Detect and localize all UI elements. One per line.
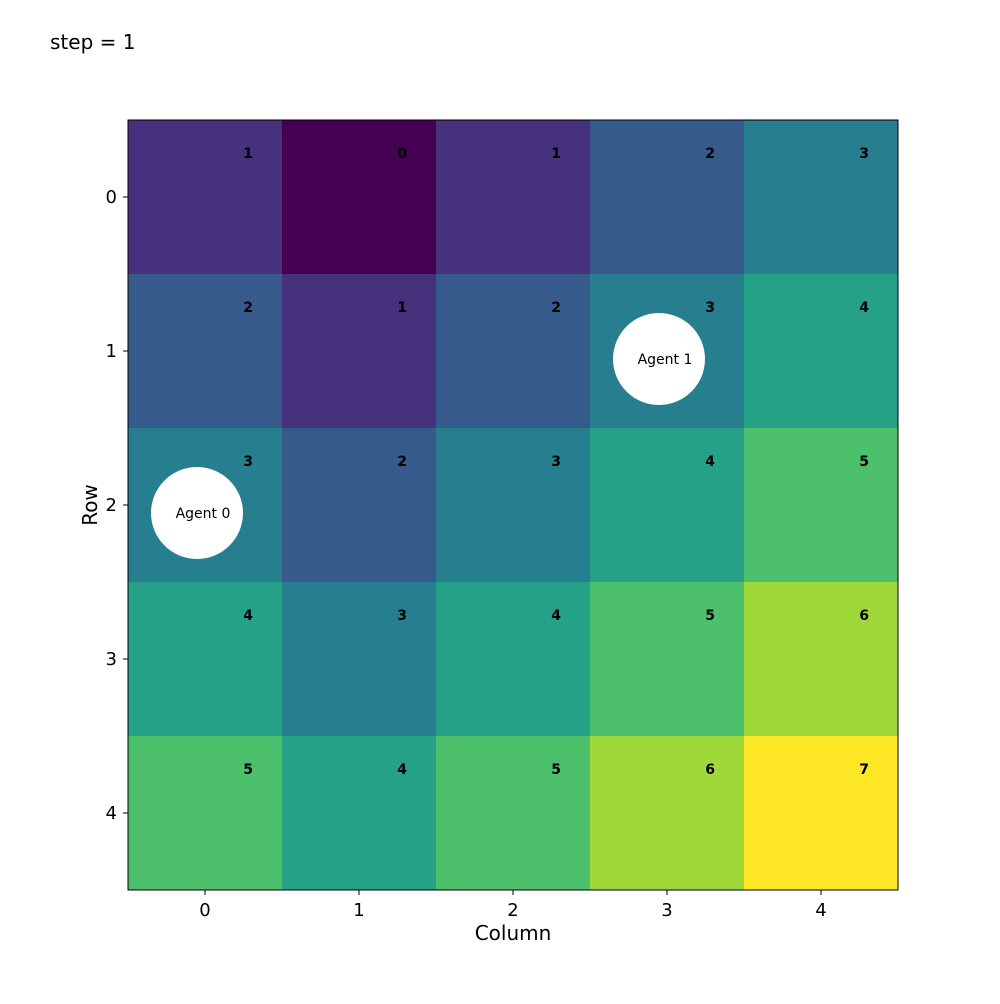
cell-value-label: 4 <box>551 608 561 624</box>
heatmap-cell <box>128 120 282 274</box>
cell-value-label: 1 <box>397 300 407 316</box>
cell-value-label: 0 <box>397 146 407 162</box>
y-tick-label: 4 <box>106 803 117 824</box>
cell-value-label: 3 <box>551 454 561 470</box>
cell-value-label: 1 <box>243 146 253 162</box>
cell-value-label: 4 <box>705 454 715 470</box>
heatmap-cell <box>590 120 744 274</box>
cell-value-labels: 1 0 1 2 3 2 1 2 3 4 3 2 3 4 5 4 3 4 5 6 5 4 5 6 7 <box>243 146 869 778</box>
cell-value-label: 3 <box>859 146 869 162</box>
cell-value-label: 7 <box>859 762 869 778</box>
y-tick-label: 2 <box>106 495 117 516</box>
heatmap-cells <box>128 120 898 890</box>
cell-value-label: 3 <box>705 300 715 316</box>
heatmap-cell <box>282 274 436 428</box>
cell-value-label: 6 <box>705 762 715 778</box>
cell-value-label: 3 <box>397 608 407 624</box>
x-axis-ticks: 0 1 2 3 4 <box>199 890 827 921</box>
x-tick-label: 4 <box>815 900 826 921</box>
y-tick-label: 3 <box>106 649 117 670</box>
heatmap-cell <box>128 582 282 736</box>
heatmap-cell <box>744 736 898 890</box>
heatmap-cell <box>436 582 590 736</box>
cell-value-label: 5 <box>551 762 561 778</box>
cell-value-label: 2 <box>551 300 561 316</box>
cell-value-label: 5 <box>243 762 253 778</box>
cell-value-label: 3 <box>243 454 253 470</box>
x-tick-label: 2 <box>507 900 518 921</box>
heatmap-cell <box>744 428 898 582</box>
y-tick-label: 1 <box>106 341 117 362</box>
cell-value-label: 4 <box>397 762 407 778</box>
heatmap-cell <box>436 274 590 428</box>
heatmap-cell <box>436 428 590 582</box>
x-tick-label: 1 <box>353 900 364 921</box>
agent-label: Agent 0 <box>176 506 231 522</box>
cell-value-label: 5 <box>859 454 869 470</box>
y-axis-label: Row <box>78 484 102 526</box>
heatmap-cell <box>744 120 898 274</box>
cell-value-label: 2 <box>243 300 253 316</box>
y-tick-label: 0 <box>106 187 117 208</box>
cell-value-label: 1 <box>551 146 561 162</box>
x-axis-label: Column <box>475 921 552 945</box>
heatmap-cell <box>128 736 282 890</box>
heatmap-cell <box>282 120 436 274</box>
heatmap-cell <box>282 428 436 582</box>
heatmap-cell <box>590 428 744 582</box>
step-label: step = 1 <box>50 30 136 54</box>
heatmap-cell <box>128 274 282 428</box>
cell-value-label: 4 <box>859 300 869 316</box>
y-axis-ticks: 0 1 2 3 4 <box>106 187 128 824</box>
cell-value-label: 6 <box>859 608 869 624</box>
agent-marker <box>151 467 243 559</box>
agent-markers: Agent 0 Agent 1 <box>151 313 705 559</box>
heatmap-cell <box>436 120 590 274</box>
cell-value-label: 5 <box>705 608 715 624</box>
x-tick-label: 0 <box>199 900 210 921</box>
agent-label: Agent 1 <box>638 352 693 368</box>
heatmap-cell <box>282 736 436 890</box>
heatmap-cell <box>590 736 744 890</box>
cell-value-label: 2 <box>397 454 407 470</box>
cell-value-label: 2 <box>705 146 715 162</box>
heatmap-cell <box>282 582 436 736</box>
heatmap-cell <box>744 274 898 428</box>
cell-value-label: 4 <box>243 608 253 624</box>
x-tick-label: 3 <box>661 900 672 921</box>
heatmap-cell <box>744 582 898 736</box>
agent-marker <box>613 313 705 405</box>
heatmap-cell <box>590 582 744 736</box>
heatmap-cell <box>436 736 590 890</box>
